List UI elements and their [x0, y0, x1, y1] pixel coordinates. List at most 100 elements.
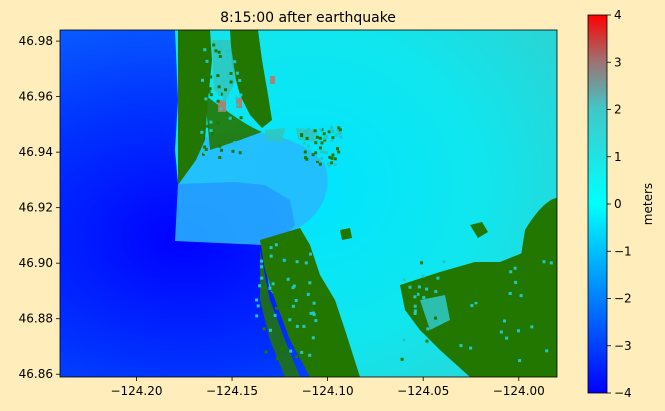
raster-cell: [402, 338, 406, 342]
raster-cell: [239, 116, 243, 120]
raster-cell: [330, 128, 334, 132]
tideflat-patches: [212, 40, 450, 330]
raster-cell: [273, 313, 277, 317]
x-tick-label: −124.20: [110, 384, 162, 398]
raster-cell: [436, 332, 439, 336]
raster-cell: [408, 285, 412, 289]
raster-cell: [299, 303, 303, 307]
raster-cell: [336, 128, 340, 132]
colorbar-tick-label: 0: [614, 197, 622, 211]
raster-cell: [330, 156, 334, 160]
raster-cell: [218, 156, 222, 159]
raster-cell: [314, 141, 318, 145]
raster-cell: [304, 129, 308, 133]
raster-cell: [262, 327, 266, 331]
raster-cell: [315, 160, 319, 163]
raster-cell: [509, 270, 513, 274]
raster-cell: [512, 343, 516, 347]
raster-cell: [295, 260, 299, 264]
raster-cell: [544, 339, 548, 343]
raster-cell: [505, 336, 509, 340]
raster-cell: [305, 136, 309, 140]
raster-cell: [304, 156, 307, 160]
raster-cell: [307, 127, 311, 131]
raster-cell: [323, 138, 327, 142]
raster-cell: [228, 116, 232, 120]
raster-cell: [268, 286, 272, 290]
raster-cell: [308, 353, 312, 357]
raster-cell: [231, 149, 235, 153]
raster-cell: [337, 150, 341, 154]
raster-cell: [500, 295, 504, 299]
raster-cell: [260, 259, 264, 263]
raster-cell: [308, 281, 312, 285]
raster-cell: [530, 325, 534, 329]
raster-cell: [258, 284, 262, 288]
raster-cell: [311, 311, 315, 315]
raster-cell: [437, 284, 441, 287]
raster-cell: [322, 136, 326, 140]
raster-cell: [263, 285, 267, 289]
raster-cell: [402, 278, 406, 282]
raster-cell: [549, 261, 553, 265]
raster-cell: [320, 150, 324, 154]
y-tick-label: 46.86: [19, 367, 53, 381]
raster-cell: [331, 153, 335, 157]
raster-cell: [462, 298, 466, 302]
raster-cell: [542, 260, 546, 264]
raster-cell: [265, 240, 268, 244]
raster-cell: [275, 267, 279, 271]
raster-cell: [416, 292, 420, 296]
raster-cell: [484, 330, 488, 334]
raster-cell: [204, 97, 208, 101]
raster-cell: [230, 82, 234, 86]
raster-cell: [503, 319, 506, 323]
raster-cell: [202, 152, 205, 156]
x-tick-label: −124.05: [397, 384, 449, 398]
raster-cell: [210, 132, 214, 135]
y-tick-label: 46.88: [19, 312, 53, 326]
raster-cell: [320, 156, 324, 160]
raster-cell: [474, 304, 478, 308]
y-tick-label: 46.94: [19, 145, 53, 159]
raster-cell: [203, 42, 207, 46]
raster-cell: [488, 294, 492, 298]
raster-cell: [200, 130, 204, 134]
raster-cell: [309, 311, 313, 315]
raster-cell: [264, 350, 268, 354]
x-tick-label: −124.15: [206, 384, 258, 398]
x-tick-label: −124.00: [493, 384, 545, 398]
raster-cell: [303, 150, 307, 154]
raster-cell: [214, 49, 218, 53]
raster-cell: [505, 315, 509, 319]
raster-cell: [282, 258, 286, 262]
plot-frame: [59, 29, 558, 378]
raster-cell: [284, 267, 288, 271]
raster-cell: [336, 131, 340, 135]
raster-cell: [289, 265, 293, 269]
colorbar-ticks: 4 3 2 1 0 −1 −2 −3 −4: [607, 8, 632, 400]
raster-cell: [278, 262, 282, 266]
y-tick-label: 46.92: [19, 201, 53, 215]
raster-cell: [413, 309, 417, 313]
raster-cell: [219, 107, 223, 111]
raster-cell: [469, 346, 473, 350]
raster-cell: [229, 80, 233, 84]
raster-cell: [436, 276, 440, 280]
raster-cell: [434, 316, 437, 320]
raster-cell: [298, 310, 302, 314]
raster-cell: [275, 306, 279, 310]
raster-cell: [319, 127, 323, 131]
raster-cell: [499, 330, 503, 334]
raster-cell: [205, 59, 209, 63]
raster-cell: [469, 311, 472, 315]
raster-cell: [203, 145, 207, 149]
raster-cell: [318, 162, 322, 166]
raster-cell: [519, 294, 523, 298]
raster-cell: [442, 260, 446, 263]
raster-cell: [469, 285, 473, 289]
y-tick-label: 46.98: [19, 34, 53, 48]
raster-cell: [200, 83, 204, 87]
raster-cell: [312, 313, 316, 317]
